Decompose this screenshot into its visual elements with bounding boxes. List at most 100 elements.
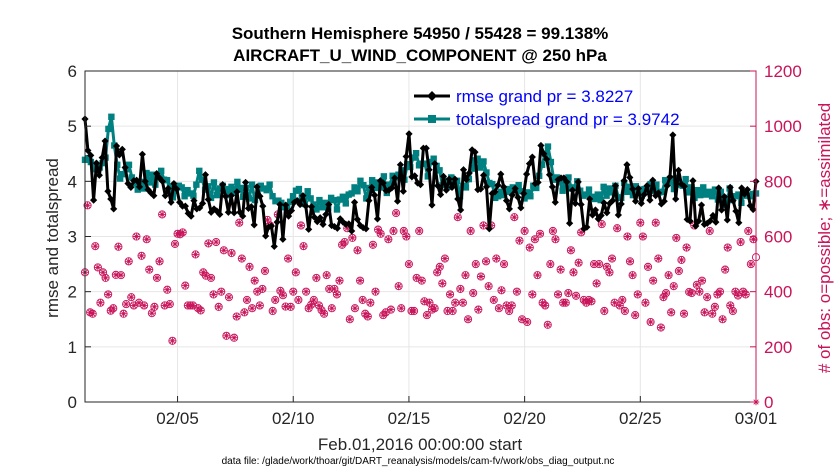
obs-possible-point: [667, 308, 676, 317]
obs-assimilated-point: [451, 299, 459, 306]
obs-possible-point: [597, 220, 606, 229]
obs-assimilated-point: [297, 222, 305, 229]
obs-assimilated-point: [426, 299, 433, 306]
obs-possible-point: [692, 280, 701, 289]
rmse-marker: [629, 185, 637, 193]
obs-possible-point: [638, 232, 647, 241]
obs-assimilated-point: [313, 274, 320, 282]
obs-possible-point: [497, 286, 506, 295]
obs-assimilated-point: [305, 304, 312, 312]
obs-assimilated-point: [148, 309, 156, 317]
rmse-marker: [674, 166, 683, 174]
y-tick-label: 4: [68, 172, 77, 191]
obs-possible-point: [538, 298, 547, 307]
rmse-marker: [649, 176, 657, 184]
chart-subtitle: AIRCRAFT_U_WIND_COMPONENT @ 250 hPa: [233, 46, 607, 65]
obs-possible-point: [134, 298, 144, 307]
rmse-marker: [239, 212, 247, 220]
obs-assimilated-point: [228, 249, 235, 257]
obs-assimilated-point: [171, 240, 179, 248]
obs-assimilated-point: [161, 302, 168, 309]
obs-assimilated-point: [626, 258, 634, 265]
obs-assimilated-point: [467, 227, 474, 235]
rmse-marker: [256, 192, 264, 200]
totalspread-marker: [374, 179, 382, 186]
obs-possible-point: [335, 276, 344, 285]
rmse-marker: [233, 188, 241, 196]
rmse-marker: [568, 186, 577, 194]
obs-possible-point: [242, 295, 252, 304]
totalspread-marker: [368, 177, 376, 184]
totalspread-marker: [571, 184, 578, 191]
obs-assimilated-point: [151, 303, 158, 311]
obs-possible-point: [168, 336, 177, 345]
totalspread-marker: [565, 174, 572, 181]
rmse-marker: [735, 219, 743, 227]
totalspread-marker: [480, 158, 487, 165]
rmse-marker: [379, 179, 387, 187]
obs-possible-point: [728, 306, 737, 316]
obs-possible-point: [469, 288, 478, 298]
obs-possible-point: [484, 282, 493, 291]
obs-possible-point: [474, 305, 483, 314]
rmse-marker: [353, 215, 362, 223]
obs-assimilated-point: [233, 313, 240, 320]
obs-assimilated-point: [606, 269, 613, 276]
rmse-marker: [663, 182, 671, 190]
rmse-marker: [626, 173, 634, 182]
obs-possible-point: [543, 320, 552, 329]
rmse-marker: [282, 201, 290, 209]
rmse-marker: [448, 183, 456, 192]
totalspread-marker: [623, 188, 631, 196]
rmse-marker: [454, 195, 462, 203]
obs-possible-point: [433, 268, 442, 277]
obs-possible-point: [553, 290, 563, 299]
obs-assimilated-point: [744, 227, 752, 235]
obs-assimilated-point: [264, 216, 271, 224]
rmse-marker: [534, 178, 542, 187]
rmse-marker: [654, 189, 663, 197]
obs-possible-point: [155, 257, 164, 266]
obs-possible-point: [715, 287, 725, 296]
rmse-marker: [414, 179, 422, 187]
obs-assimilated-point: [583, 299, 590, 306]
obs-possible-point: [101, 273, 110, 282]
obs-assimilated-point: [261, 267, 269, 275]
obs-possible-point: [703, 293, 712, 302]
obs-assimilated-point: [179, 229, 186, 236]
obs-assimilated-point: [449, 307, 456, 315]
obs-possible-point: [132, 232, 141, 241]
totalspread-marker: [518, 188, 525, 195]
obs-possible-point: [338, 240, 347, 249]
obs-assimilated-point: [732, 288, 739, 295]
totalspread-marker: [494, 193, 502, 200]
obs-possible-point: [260, 266, 270, 276]
rmse-marker: [634, 184, 643, 193]
rmse-marker: [90, 196, 98, 204]
obs-assimilated-point: [361, 310, 369, 318]
rmse-marker: [666, 173, 674, 181]
obs-assimilated-point: [549, 227, 557, 235]
obs-assimilated-point: [703, 293, 711, 301]
obs-assimilated-point: [215, 303, 222, 311]
obs-possible-point: [566, 246, 575, 255]
rmse-marker: [494, 181, 502, 189]
obs-assimilated-point: [637, 219, 644, 227]
obs-possible-point: [232, 312, 241, 321]
rmse-marker: [583, 223, 591, 231]
obs-assimilated-point: [307, 301, 315, 308]
obs-assimilated-point: [400, 227, 408, 235]
obs-possible-point: [749, 235, 758, 244]
rmse-marker: [514, 193, 522, 201]
obs-assimilated-point: [194, 304, 202, 312]
obs-assimilated-point: [518, 315, 526, 323]
totalspread-marker: [717, 188, 725, 196]
obs-possible-point: [217, 287, 226, 296]
obs-assimilated-point: [693, 281, 701, 289]
obs-possible-point: [255, 301, 264, 310]
y2-axis-ticks: 0 200 400 600 800 1000 1200: [750, 62, 802, 412]
rmse-marker: [95, 171, 103, 179]
obs-possible-point: [528, 290, 537, 299]
totalspread-marker: [380, 173, 388, 180]
obs-assimilated-point: [516, 237, 523, 244]
